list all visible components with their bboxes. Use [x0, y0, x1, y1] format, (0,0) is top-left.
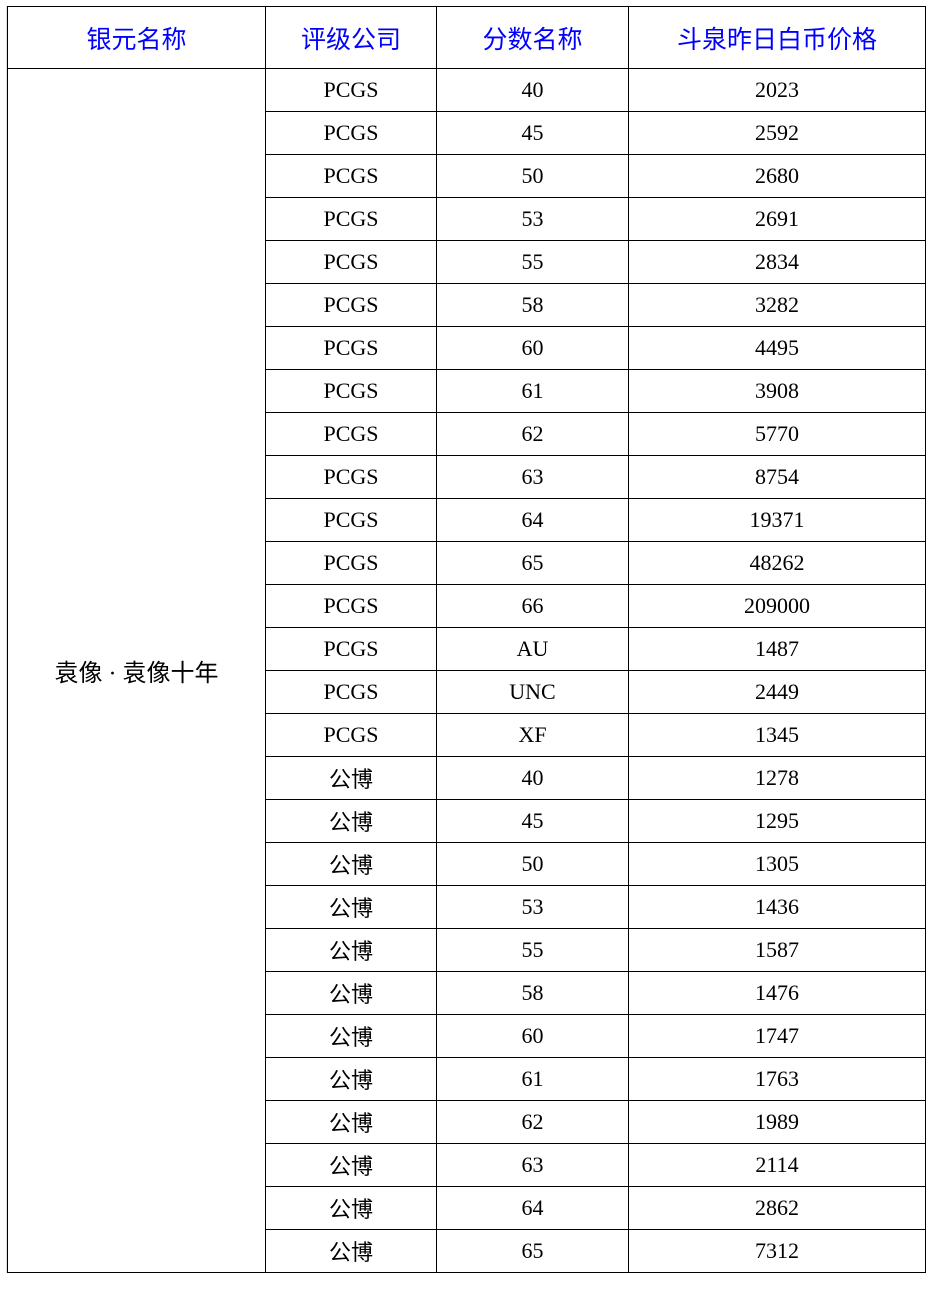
- price-cell: 1747: [629, 1015, 926, 1058]
- price-cell: 2862: [629, 1187, 926, 1230]
- price-cell: 1295: [629, 800, 926, 843]
- company-cell: PCGS: [266, 69, 437, 112]
- company-cell: 公博: [266, 1101, 437, 1144]
- col-coin-name: 银元名称: [8, 7, 266, 69]
- table-body: 袁像 · 袁像十年 PCGS 40 2023 PCGS 45 2592 PCGS…: [8, 69, 926, 1273]
- grade-cell: 40: [437, 757, 629, 800]
- company-cell: 公博: [266, 886, 437, 929]
- grade-cell: 50: [437, 843, 629, 886]
- company-cell: PCGS: [266, 628, 437, 671]
- grade-cell: 62: [437, 1101, 629, 1144]
- company-cell: PCGS: [266, 671, 437, 714]
- grade-cell: 45: [437, 800, 629, 843]
- price-cell: 5770: [629, 413, 926, 456]
- price-cell: 1587: [629, 929, 926, 972]
- company-cell: PCGS: [266, 241, 437, 284]
- company-cell: PCGS: [266, 542, 437, 585]
- company-cell: PCGS: [266, 155, 437, 198]
- company-cell: 公博: [266, 757, 437, 800]
- price-cell: 8754: [629, 456, 926, 499]
- grade-cell: 45: [437, 112, 629, 155]
- table-header-row: 银元名称 评级公司 分数名称 斗泉昨日白币价格: [8, 7, 926, 69]
- grade-cell: 61: [437, 1058, 629, 1101]
- grade-cell: 61: [437, 370, 629, 413]
- price-table-container: 银元名称 评级公司 分数名称 斗泉昨日白币价格 袁像 · 袁像十年 PCGS 4…: [6, 6, 924, 1273]
- price-cell: 1476: [629, 972, 926, 1015]
- grade-cell: AU: [437, 628, 629, 671]
- price-cell: 7312: [629, 1230, 926, 1273]
- grade-cell: 40: [437, 69, 629, 112]
- grade-cell: 65: [437, 542, 629, 585]
- coin-name-cell: 袁像 · 袁像十年: [8, 69, 266, 1273]
- company-cell: PCGS: [266, 499, 437, 542]
- col-company: 评级公司: [266, 7, 437, 69]
- price-table: 银元名称 评级公司 分数名称 斗泉昨日白币价格 袁像 · 袁像十年 PCGS 4…: [7, 6, 926, 1273]
- grade-cell: 66: [437, 585, 629, 628]
- grade-cell: 63: [437, 1144, 629, 1187]
- company-cell: PCGS: [266, 413, 437, 456]
- price-cell: 1487: [629, 628, 926, 671]
- company-cell: PCGS: [266, 112, 437, 155]
- company-cell: PCGS: [266, 198, 437, 241]
- price-cell: 2691: [629, 198, 926, 241]
- grade-cell: 58: [437, 972, 629, 1015]
- company-cell: 公博: [266, 929, 437, 972]
- grade-cell: XF: [437, 714, 629, 757]
- price-cell: 2834: [629, 241, 926, 284]
- grade-cell: 64: [437, 499, 629, 542]
- price-cell: 4495: [629, 327, 926, 370]
- price-cell: 2680: [629, 155, 926, 198]
- company-cell: 公博: [266, 843, 437, 886]
- grade-cell: 50: [437, 155, 629, 198]
- grade-cell: 64: [437, 1187, 629, 1230]
- price-cell: 1436: [629, 886, 926, 929]
- price-cell: 2023: [629, 69, 926, 112]
- grade-cell: 55: [437, 929, 629, 972]
- company-cell: 公博: [266, 1058, 437, 1101]
- company-cell: PCGS: [266, 327, 437, 370]
- price-cell: 1278: [629, 757, 926, 800]
- grade-cell: 60: [437, 327, 629, 370]
- company-cell: 公博: [266, 800, 437, 843]
- price-cell: 48262: [629, 542, 926, 585]
- price-cell: 2592: [629, 112, 926, 155]
- grade-cell: 53: [437, 886, 629, 929]
- company-cell: PCGS: [266, 456, 437, 499]
- company-cell: 公博: [266, 972, 437, 1015]
- price-cell: 2114: [629, 1144, 926, 1187]
- company-cell: PCGS: [266, 714, 437, 757]
- company-cell: 公博: [266, 1015, 437, 1058]
- price-cell: 1763: [629, 1058, 926, 1101]
- price-cell: 1305: [629, 843, 926, 886]
- company-cell: 公博: [266, 1144, 437, 1187]
- company-cell: PCGS: [266, 370, 437, 413]
- price-cell: 1989: [629, 1101, 926, 1144]
- price-cell: 1345: [629, 714, 926, 757]
- col-grade: 分数名称: [437, 7, 629, 69]
- company-cell: 公博: [266, 1187, 437, 1230]
- company-cell: PCGS: [266, 284, 437, 327]
- col-price: 斗泉昨日白币价格: [629, 7, 926, 69]
- price-cell: 3908: [629, 370, 926, 413]
- company-cell: PCGS: [266, 585, 437, 628]
- grade-cell: 65: [437, 1230, 629, 1273]
- price-cell: 209000: [629, 585, 926, 628]
- grade-cell: 62: [437, 413, 629, 456]
- grade-cell: 53: [437, 198, 629, 241]
- grade-cell: 60: [437, 1015, 629, 1058]
- price-cell: 2449: [629, 671, 926, 714]
- table-row: 袁像 · 袁像十年 PCGS 40 2023: [8, 69, 926, 112]
- grade-cell: 55: [437, 241, 629, 284]
- grade-cell: 63: [437, 456, 629, 499]
- price-cell: 3282: [629, 284, 926, 327]
- grade-cell: 58: [437, 284, 629, 327]
- grade-cell: UNC: [437, 671, 629, 714]
- price-cell: 19371: [629, 499, 926, 542]
- company-cell: 公博: [266, 1230, 437, 1273]
